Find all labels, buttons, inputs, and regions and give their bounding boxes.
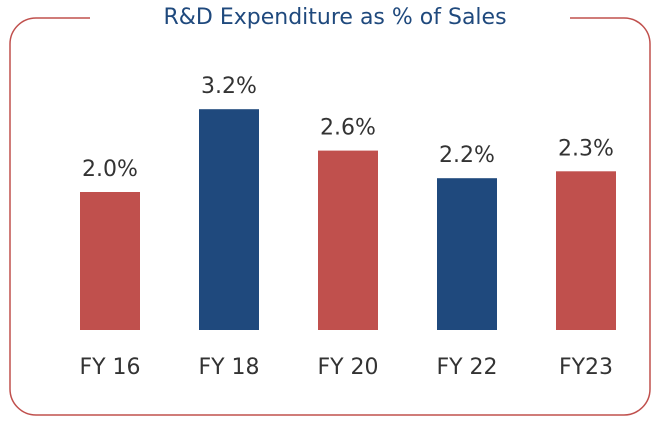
bar [199, 109, 259, 330]
value-label: 2.2% [439, 143, 495, 168]
bar [556, 171, 616, 330]
x-tick-label: FY 22 [436, 355, 497, 380]
value-label: 2.0% [82, 157, 138, 182]
x-tick-label: FY 18 [198, 355, 259, 380]
x-tick-label: FY 16 [79, 355, 140, 380]
bar [318, 150, 378, 330]
value-label: 2.3% [558, 136, 614, 161]
value-label: 2.6% [320, 116, 376, 141]
bar [80, 192, 140, 330]
chart-title: R&D Expenditure as % of Sales [163, 5, 506, 30]
x-tick-label: FY23 [559, 355, 613, 380]
value-label: 3.2% [201, 74, 257, 99]
bar [437, 178, 497, 330]
x-tick-label: FY 20 [317, 355, 378, 380]
title-backdrop [90, 0, 570, 36]
